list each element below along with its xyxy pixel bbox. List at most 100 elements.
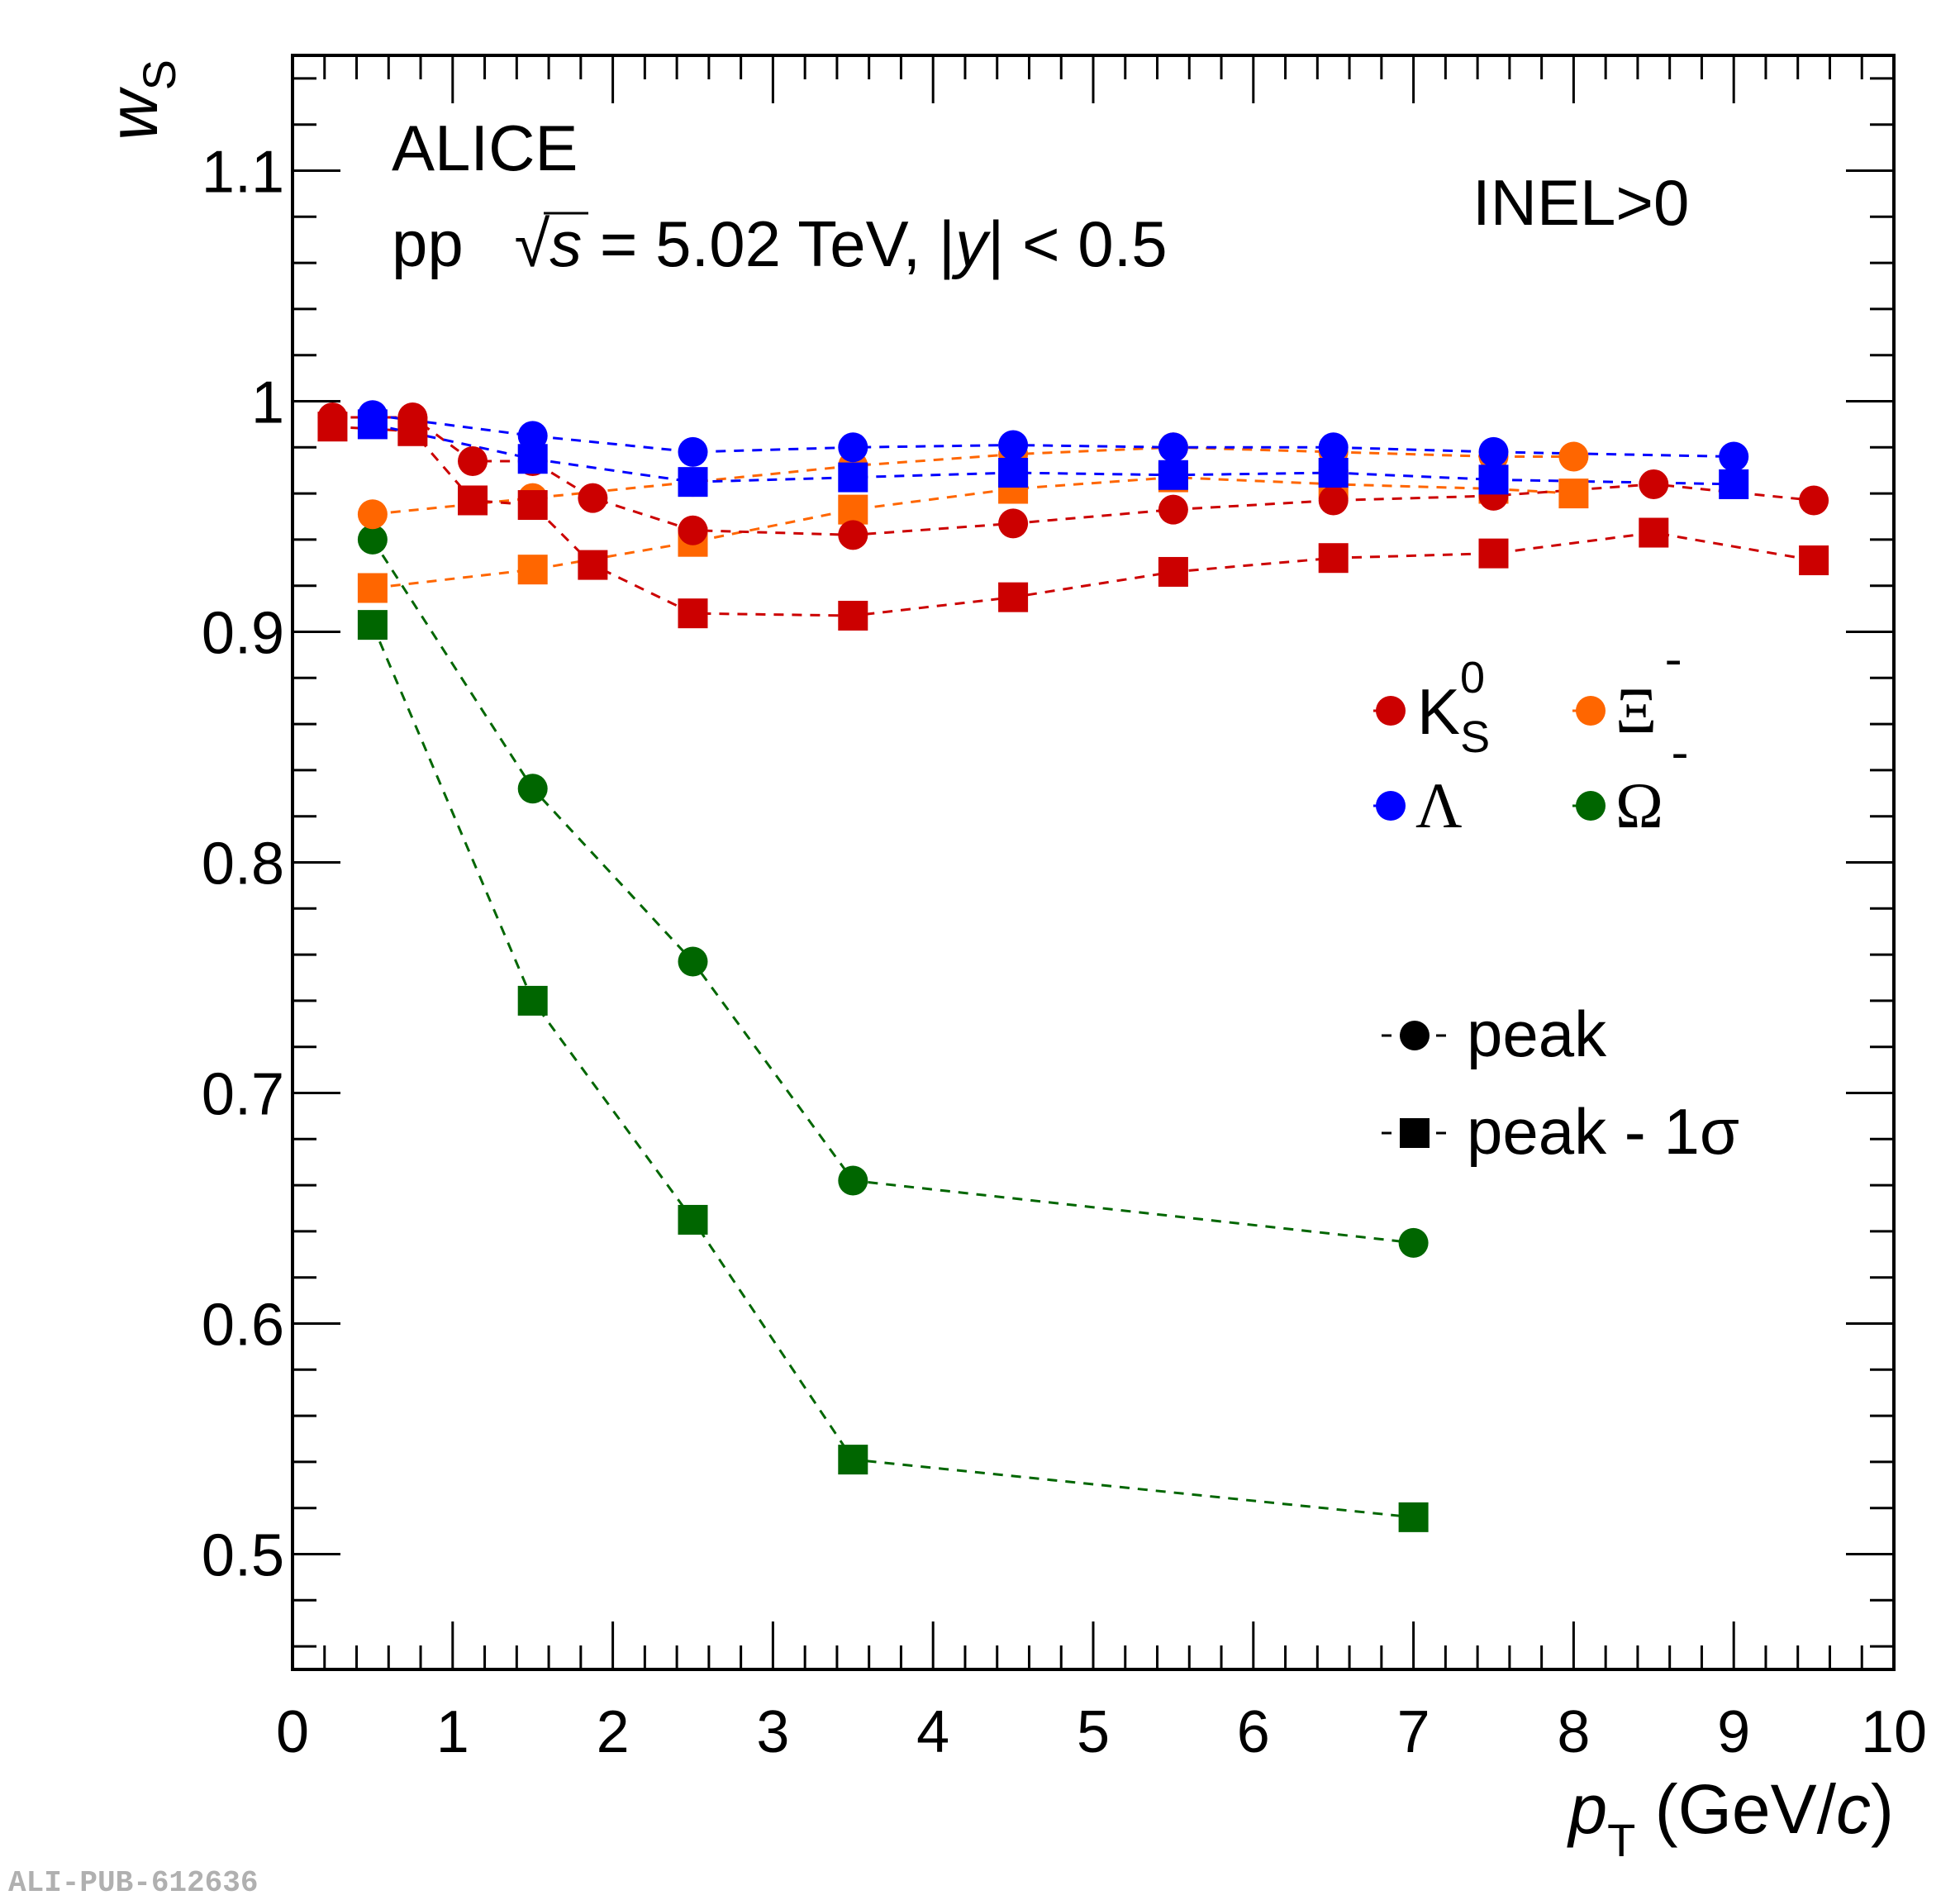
data-point — [838, 520, 868, 550]
data-point — [1158, 432, 1188, 463]
legend-item-peak-minus-sigma: peak - 1σ — [1382, 1095, 1739, 1168]
data-point — [1318, 485, 1349, 516]
data-point — [678, 598, 708, 629]
y-axis-label: wS — [94, 60, 185, 140]
data-point — [1318, 432, 1349, 463]
y-tick-label: 1.1 — [202, 140, 284, 206]
legend-item-peak: peak — [1382, 998, 1607, 1070]
data-point — [1158, 494, 1188, 525]
data-point — [998, 457, 1029, 488]
data-point — [838, 462, 868, 493]
data-point — [357, 499, 388, 530]
data-point — [1398, 1227, 1429, 1258]
x-tick-label: 3 — [756, 1699, 789, 1765]
legend-item-xi: Ξ- — [1572, 631, 1682, 746]
y-tick-label: 0.9 — [202, 601, 284, 667]
data-point — [1158, 556, 1188, 587]
rapidity-y: y — [951, 207, 991, 280]
series-line — [371, 624, 1414, 1519]
data-point — [998, 508, 1029, 539]
legend-label-omega: Ω- — [1615, 724, 1688, 841]
data-point — [517, 490, 548, 521]
data-point — [517, 421, 548, 451]
data-point — [1318, 457, 1349, 488]
energy-s: s — [549, 207, 582, 280]
x-tick-label: 8 — [1557, 1699, 1590, 1765]
publication-id: ALI-PUB-612636 — [8, 1866, 259, 1900]
data-point — [1799, 545, 1829, 576]
experiment-label: ALICE — [392, 112, 578, 184]
event-class-label: INEL>0 — [1472, 166, 1689, 239]
system-text: pp — [392, 207, 464, 280]
data-point — [838, 494, 868, 525]
data-point — [838, 1445, 868, 1475]
series-line — [332, 416, 1815, 536]
legend-label-lambda: Λ — [1415, 769, 1463, 841]
x-tick-label: 4 — [916, 1699, 949, 1765]
data-point — [678, 1204, 708, 1235]
x-tick-label: 7 — [1397, 1699, 1430, 1765]
x-tick-label: 2 — [597, 1699, 630, 1765]
data-point — [397, 402, 428, 433]
marker-legend: peak peak - 1σ — [1382, 998, 1739, 1168]
x-axis-label-unit: (GeV/ — [1635, 1770, 1836, 1848]
data-point — [517, 774, 548, 804]
legend-marker-xi — [1576, 696, 1606, 726]
data-point — [678, 467, 708, 498]
system-label: pp √s = 5.02 TeV, |y| < 0.5 — [392, 207, 1168, 280]
x-tick-label: 5 — [1077, 1699, 1110, 1765]
legend-label-xi: Ξ- — [1615, 631, 1682, 746]
data-point — [1478, 464, 1509, 495]
species-legend: K0 S Ξ- Λ Ω- — [1373, 631, 1688, 841]
legend-label-k0s: K0 S — [1417, 653, 1490, 762]
legend-marker-peak-minus-sigma — [1400, 1118, 1430, 1148]
series-line — [372, 422, 1734, 486]
data-point — [838, 1165, 868, 1196]
legend-marker-peak — [1400, 1021, 1430, 1050]
rapidity-rest: | < 0.5 — [987, 207, 1168, 280]
y-tick-label: 0.8 — [202, 831, 284, 898]
axis-ticks — [291, 55, 1896, 1669]
series-line — [371, 539, 1414, 1245]
energy-eq: = 5.02 TeV, | — [582, 207, 955, 280]
x-axis-label-unit-var: c — [1836, 1770, 1871, 1848]
data-point — [678, 515, 708, 545]
data-point — [678, 946, 708, 977]
data-point — [357, 524, 388, 555]
legend-item-k0s: K0 S — [1373, 653, 1490, 762]
data-point — [458, 485, 488, 516]
y-axis-label-sub: S — [133, 60, 185, 90]
data-point — [357, 573, 388, 603]
data-point — [458, 446, 488, 477]
y-tick-label: 0.5 — [202, 1523, 284, 1589]
legend-marker-omega — [1576, 791, 1606, 821]
legend-label-peak: peak — [1467, 998, 1607, 1070]
y-axis-label-var: w — [94, 86, 172, 140]
x-axis-label-sub: T — [1607, 1814, 1635, 1866]
y-tick-label: 0.6 — [202, 1293, 284, 1359]
data-point — [517, 985, 548, 1016]
legend-item-omega: Ω- — [1572, 724, 1688, 841]
x-tick-label: 1 — [436, 1699, 469, 1765]
data-point — [1799, 485, 1829, 516]
data-point — [678, 436, 708, 467]
data-point — [1719, 469, 1749, 499]
data-point — [357, 610, 388, 640]
data-point — [1158, 460, 1188, 490]
data-point — [1398, 1502, 1429, 1532]
data-point — [998, 582, 1029, 612]
series-line — [372, 445, 1574, 516]
legend-marker-lambda — [1376, 791, 1406, 821]
x-axis-label-close: ) — [1871, 1770, 1894, 1848]
legend-marker-k0s — [1376, 696, 1406, 726]
data-point — [578, 550, 608, 580]
data-point — [1478, 436, 1509, 467]
legend-item-lambda: Λ — [1373, 769, 1463, 841]
data-point — [998, 430, 1029, 460]
plot-frame — [291, 54, 1896, 1671]
data-point — [1478, 538, 1509, 569]
data-point — [1639, 517, 1669, 548]
y-tick-label: 0.7 — [202, 1062, 284, 1128]
series-line — [372, 476, 1574, 589]
